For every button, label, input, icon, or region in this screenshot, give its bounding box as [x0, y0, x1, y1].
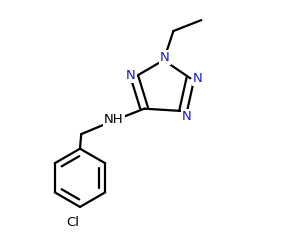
Text: N: N — [126, 69, 136, 82]
Text: Cl: Cl — [66, 216, 79, 229]
Text: N: N — [182, 110, 191, 123]
Text: N: N — [160, 51, 170, 64]
Text: N: N — [193, 72, 203, 85]
Text: NH: NH — [104, 113, 124, 126]
